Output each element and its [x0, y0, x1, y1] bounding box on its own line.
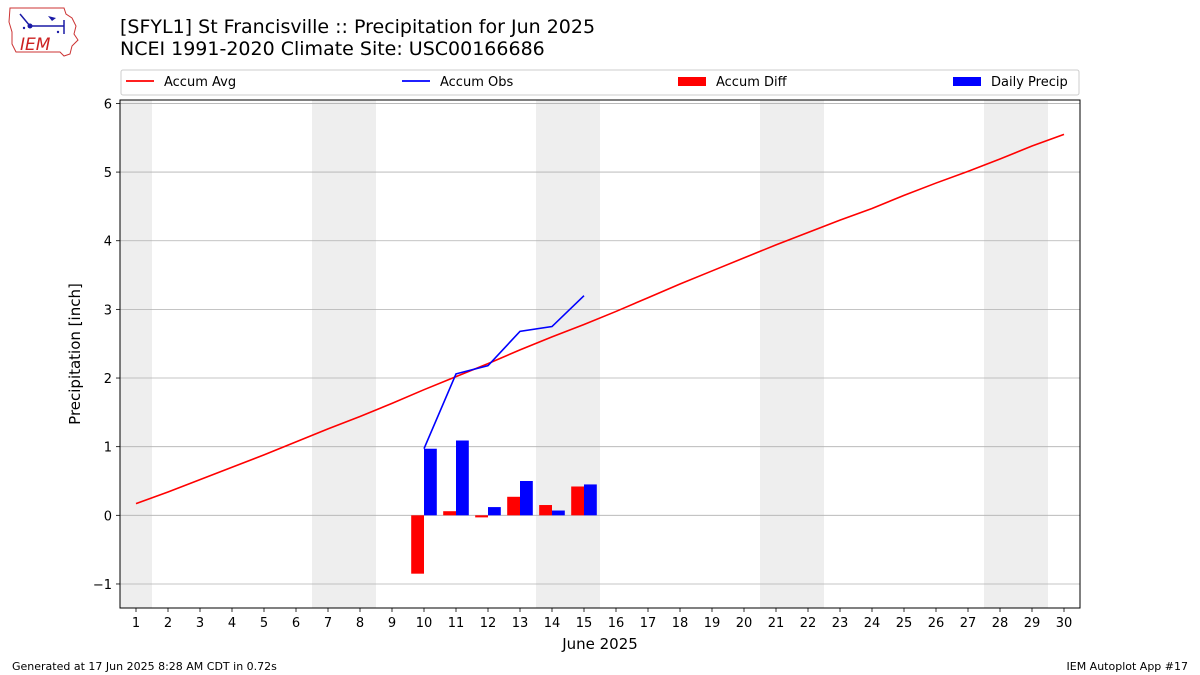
y-tick-label-5: 5 [104, 166, 112, 181]
x-tick-label-17: 17 [640, 616, 657, 631]
x-tick-label-25: 25 [896, 616, 913, 631]
line-accum-obs [423, 295, 585, 450]
x-tick-label-22: 22 [800, 616, 817, 631]
legend-label-daily-precip: Daily Precip [991, 75, 1068, 90]
x-tick-label-9: 9 [388, 616, 396, 631]
x-tick-label-24: 24 [864, 616, 881, 631]
y-tick-label-3: 3 [104, 303, 112, 318]
x-tick-label-30: 30 [1056, 616, 1073, 631]
title-line-1: [SFYL1] St Francisville :: Precipitation… [120, 16, 596, 38]
bar-daily-precip-13 [520, 481, 533, 516]
x-axis-ticks: 1 2 3 4 5 6 7 8 9 10 11 12 13 14 15 16 17 18 19 20 21 22 23 24 2… [132, 608, 1072, 631]
x-tick-label-28: 28 [992, 616, 1009, 631]
y-tick-label-4: 4 [104, 235, 112, 250]
y-tick-label-2: 2 [104, 372, 112, 387]
x-tick-label-29: 29 [1024, 616, 1041, 631]
x-axis-label: June 2025 [561, 635, 638, 653]
weekend-shade-0 [120, 100, 152, 608]
legend-frame [120, 69, 1080, 96]
bar-accum-diff-13 [507, 496, 520, 516]
x-tick-label-23: 23 [832, 616, 849, 631]
x-tick-label-16: 16 [608, 616, 625, 631]
x-tick-label-1: 1 [132, 616, 140, 631]
legend-swatch-daily-precip [953, 77, 981, 86]
app-label: IEM Autoplot App #17 [1066, 660, 1189, 673]
y-tick-label--1: −1 [93, 578, 112, 593]
legend-label-accum-diff: Accum Diff [716, 75, 788, 90]
bar-accum-diff-10 [411, 515, 424, 574]
y-tick-label-1: 1 [104, 441, 112, 456]
x-tick-label-2: 2 [164, 616, 172, 631]
x-tick-label-20: 20 [736, 616, 753, 631]
x-tick-label-27: 27 [960, 616, 977, 631]
x-tick-label-18: 18 [672, 616, 689, 631]
weekend-shade-2 [536, 100, 600, 608]
x-tick-label-26: 26 [928, 616, 945, 631]
line-accum-avg [135, 133, 1065, 505]
x-tick-label-5: 5 [260, 616, 268, 631]
weekend-shading [120, 100, 1048, 608]
bar-daily-precip-12 [488, 507, 501, 516]
lines [135, 133, 1065, 505]
plot-frame [119, 99, 1081, 609]
x-tick-label-3: 3 [196, 616, 204, 631]
x-tick-label-11: 11 [448, 616, 465, 631]
x-tick-label-15: 15 [576, 616, 593, 631]
x-tick-label-10: 10 [416, 616, 433, 631]
legend-label-accum-avg: Accum Avg [164, 75, 236, 90]
bar-daily-precip-11 [456, 440, 469, 516]
x-tick-label-6: 6 [292, 616, 300, 631]
x-tick-label-7: 7 [324, 616, 332, 631]
legend: Accum Avg Accum Obs Accum Diff Daily Precip [120, 69, 1080, 96]
x-tick-label-8: 8 [356, 616, 364, 631]
x-tick-label-19: 19 [704, 616, 721, 631]
bar-accum-diff-15 [571, 486, 584, 516]
iem-logo: IEM [6, 4, 82, 60]
legend-label-accum-obs: Accum Obs [440, 75, 513, 90]
bar-accum-diff-12 [475, 515, 488, 518]
y-tick-label-6: 6 [104, 97, 112, 112]
title-line-2: NCEI 1991-2020 Climate Site: USC00166686 [120, 38, 545, 60]
x-tick-label-4: 4 [228, 616, 236, 631]
weekend-shade-4 [984, 100, 1048, 608]
bar-daily-precip-10 [424, 448, 437, 516]
x-tick-label-14: 14 [544, 616, 561, 631]
x-tick-label-13: 13 [512, 616, 529, 631]
y-tick-label-0: 0 [104, 509, 112, 524]
legend-swatch-accum-diff [678, 77, 706, 86]
chart-title: [SFYL1] St Francisville :: Precipitation… [120, 16, 595, 60]
y-gridlines [120, 103, 1080, 585]
x-tick-label-21: 21 [768, 616, 785, 631]
y-axis-label: Precipitation [inch] [66, 283, 84, 425]
logo-text: IEM [20, 35, 51, 55]
y-axis-ticks: −1 0 1 2 3 4 5 6 [93, 97, 120, 593]
bar-daily-precip-14 [552, 510, 565, 516]
generated-timestamp: Generated at 17 Jun 2025 8:28 AM CDT in … [12, 660, 277, 673]
x-tick-label-12: 12 [480, 616, 497, 631]
bar-daily-precip-15 [584, 484, 597, 516]
weekend-shade-3 [760, 100, 824, 608]
bars [411, 440, 597, 574]
weekend-shade-1 [312, 100, 376, 608]
bar-accum-diff-11 [443, 511, 456, 516]
bar-accum-diff-14 [539, 505, 552, 516]
